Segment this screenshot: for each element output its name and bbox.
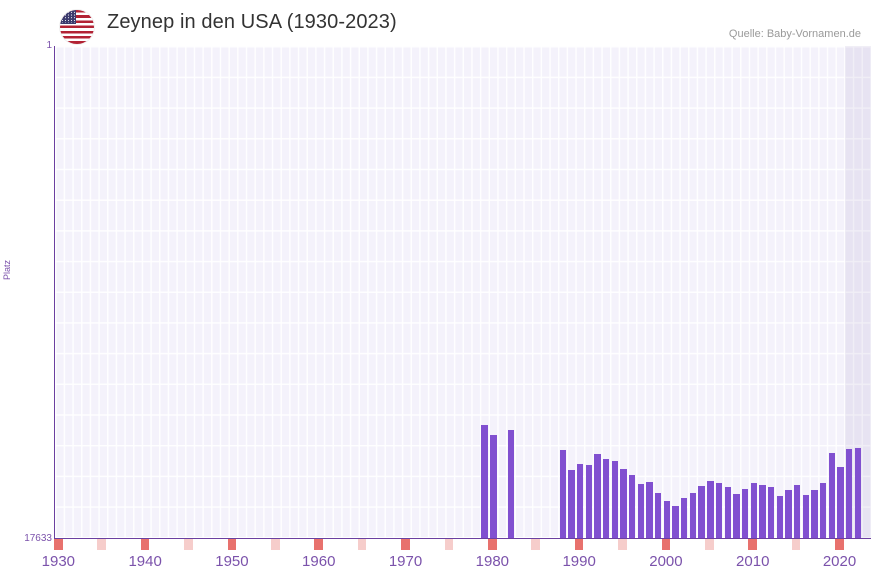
page-title: Zeynep in den USA (1930-2023) — [107, 11, 397, 33]
bar[interactable] — [611, 460, 619, 538]
x-axis-tick-major — [574, 539, 584, 550]
bars-container — [55, 46, 871, 538]
bar[interactable] — [594, 454, 601, 538]
bar[interactable] — [741, 489, 749, 538]
bar[interactable] — [793, 485, 801, 538]
bar[interactable] — [776, 495, 783, 538]
bar[interactable] — [681, 498, 688, 538]
bar[interactable] — [846, 448, 853, 538]
bar[interactable] — [689, 493, 697, 538]
x-axis-tick-minor — [791, 539, 801, 550]
x-axis-tick-major — [227, 539, 237, 550]
flag-canton — [60, 10, 76, 24]
x-axis-tick-major — [401, 539, 410, 550]
x-axis-tick-minor — [705, 539, 714, 550]
bar[interactable] — [620, 469, 627, 538]
y-axis-title: Platz — [2, 259, 12, 280]
bar[interactable] — [637, 483, 645, 538]
x-axis-tick-minor — [357, 539, 367, 550]
bar[interactable] — [655, 493, 662, 538]
x-axis-tick-label: 1970 — [388, 553, 423, 570]
x-axis-tick-major — [835, 539, 844, 550]
bar[interactable] — [785, 490, 792, 538]
bar[interactable] — [698, 486, 705, 538]
bar[interactable] — [724, 487, 731, 538]
y-axis-tick-bottom: 17633 — [24, 533, 52, 544]
bar[interactable] — [568, 469, 575, 538]
bar[interactable] — [602, 458, 610, 538]
x-axis-tick-label: 1980 — [475, 553, 510, 570]
chart-header: Zeynep in den USA (1930-2023) Quelle: Ba… — [0, 0, 873, 46]
x-axis-tick-major — [661, 539, 671, 550]
x-axis-tick-label: 1950 — [215, 553, 249, 570]
bar[interactable] — [490, 435, 497, 538]
plot-area — [54, 46, 871, 539]
x-axis-tick-label: 1940 — [128, 553, 162, 570]
x-axis-tick-minor — [184, 539, 193, 550]
bar[interactable] — [811, 490, 818, 538]
bar[interactable] — [733, 494, 740, 538]
x-axis-tick-label: 1930 — [41, 553, 76, 570]
x-axis-tick-minor — [97, 539, 107, 550]
bar[interactable] — [802, 494, 809, 538]
x-axis-tick-label: 2000 — [649, 553, 683, 570]
x-axis-tick-major — [140, 539, 150, 550]
bar[interactable] — [507, 429, 514, 538]
x-axis-tick-label: 2020 — [822, 553, 857, 570]
x-axis: 1930 1940 1950 1960 1970 1980 1990 2000 2010 2020 — [42, 538, 870, 587]
x-axis-tick-label: 1960 — [302, 553, 336, 570]
bar[interactable] — [481, 425, 488, 538]
x-axis-tick-label: 1990 — [562, 553, 596, 570]
bar[interactable] — [707, 481, 714, 538]
y-axis-tick-top: 1 — [46, 40, 52, 51]
bar[interactable] — [576, 463, 584, 538]
us-flag-icon — [60, 10, 94, 44]
bar[interactable] — [819, 483, 827, 538]
bar[interactable] — [585, 465, 592, 538]
x-axis-tick-major — [748, 539, 758, 550]
bar[interactable] — [715, 482, 723, 538]
bar[interactable] — [828, 452, 836, 538]
x-axis-tick-major — [54, 539, 63, 550]
bar[interactable] — [750, 482, 757, 538]
bar[interactable] — [559, 450, 566, 538]
bar[interactable] — [646, 481, 653, 538]
bar[interactable] — [767, 486, 775, 538]
x-axis-tick-major — [488, 539, 497, 550]
bar[interactable] — [672, 506, 679, 538]
source-attribution: Quelle: Baby-Vornamen.de — [728, 28, 861, 40]
x-axis-tick-minor — [444, 539, 454, 550]
bar[interactable] — [759, 485, 766, 538]
bar[interactable] — [629, 474, 636, 538]
x-axis-tick-minor — [271, 539, 280, 550]
bar[interactable] — [837, 467, 844, 538]
x-axis-tick-minor — [618, 539, 627, 550]
bar[interactable] — [854, 447, 862, 538]
bar[interactable] — [663, 500, 671, 538]
x-axis-tick-major — [314, 539, 324, 550]
x-axis-tick-label: 2010 — [736, 553, 770, 570]
x-axis-tick-minor — [531, 539, 541, 550]
